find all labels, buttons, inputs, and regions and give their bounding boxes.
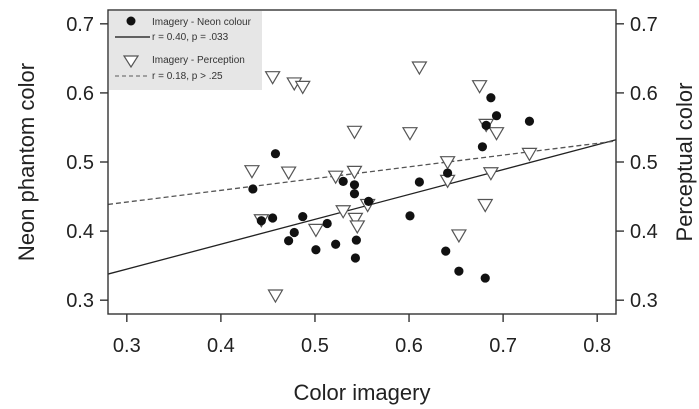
point-perception <box>521 147 538 162</box>
point-perception <box>280 166 297 181</box>
point-neon-colour <box>349 180 360 190</box>
x-tick-label: 0.3 <box>113 335 141 357</box>
point-perception <box>471 80 488 94</box>
point-neon-colour <box>477 142 488 152</box>
point-neon-colour <box>298 211 308 222</box>
x-tick-label: 0.8 <box>583 335 611 357</box>
point-perception <box>349 220 366 235</box>
point-perception <box>335 205 352 219</box>
point-neon-colour <box>338 176 348 186</box>
point-perception <box>439 156 456 170</box>
point-neon-colour <box>441 246 451 256</box>
point-neon-colour <box>349 189 360 199</box>
point-neon-colour <box>363 196 374 206</box>
legend: Imagery - Neon colour r = 0.40, p = .033… <box>109 11 262 90</box>
point-neon-colour <box>322 218 332 229</box>
point-perception <box>327 170 344 185</box>
x-axis-title: Color imagery <box>294 380 431 405</box>
point-neon-colour <box>289 227 299 238</box>
y2-tick-label: 0.4 <box>630 221 658 243</box>
point-neon-colour <box>454 266 464 276</box>
point-neon-colour <box>351 235 361 245</box>
legend-label-neon-colour: Imagery - Neon colour <box>152 17 252 28</box>
point-perception <box>482 167 499 181</box>
x-tick-label: 0.7 <box>489 335 517 357</box>
point-neon-colour <box>256 216 266 226</box>
point-perception <box>488 127 505 141</box>
x-tick-label: 0.4 <box>207 335 235 357</box>
point-perception <box>401 127 419 141</box>
point-neon-colour <box>405 211 415 221</box>
y2-tick-label: 0.5 <box>630 152 658 174</box>
x-tick-label: 0.5 <box>301 335 329 357</box>
point-neon-colour <box>443 168 453 178</box>
y-axis-title-left: Neon phantom color <box>14 63 39 261</box>
point-perception <box>294 80 311 95</box>
point-perception <box>477 198 494 213</box>
point-neon-colour <box>268 213 278 223</box>
y2-tick-label: 0.6 <box>630 83 658 105</box>
point-neon-colour <box>524 116 535 126</box>
point-perception <box>346 165 363 180</box>
point-perception <box>346 125 363 140</box>
y2-tick-label: 0.7 <box>630 14 658 36</box>
legend-stats-neon-colour: r = 0.40, p = .033 <box>152 32 229 43</box>
point-neon-colour <box>270 149 281 159</box>
y-axis-left: 0.3 0.4 0.5 0.6 0.7 <box>66 14 108 312</box>
legend-marker-triangle-down-icon <box>122 55 140 69</box>
point-perception <box>267 289 284 304</box>
point-neon-colour <box>486 93 496 103</box>
legend-box <box>109 11 262 90</box>
fit-line-neon-colour <box>107 139 617 275</box>
point-neon-colour <box>480 273 490 283</box>
data-points <box>243 61 538 304</box>
legend-label-perception: Imagery - Perception <box>152 55 245 66</box>
point-neon-colour <box>414 177 424 187</box>
y-tick-label: 0.5 <box>66 152 94 174</box>
point-perception <box>307 223 324 238</box>
point-neon-colour <box>248 184 258 194</box>
x-axis: 0.3 0.4 0.5 0.6 0.7 0.8 <box>113 314 611 357</box>
point-neon-colour <box>284 236 294 246</box>
y2-tick-label: 0.3 <box>630 290 658 312</box>
point-perception <box>450 229 467 244</box>
point-perception <box>264 71 281 85</box>
point-neon-colour <box>311 245 321 255</box>
point-neon-colour <box>491 111 502 121</box>
point-neon-colour <box>481 120 491 130</box>
legend-stats-perception: r = 0.18, p > .25 <box>152 71 223 82</box>
y-tick-label: 0.7 <box>66 14 94 36</box>
y-tick-label: 0.3 <box>66 290 94 312</box>
x-tick-label: 0.6 <box>395 335 423 357</box>
point-perception <box>411 61 428 76</box>
point-neon-colour <box>350 253 361 263</box>
legend-marker-filled-circle-icon <box>126 16 136 26</box>
y-tick-label: 0.6 <box>66 83 94 105</box>
y-tick-label: 0.4 <box>66 221 94 243</box>
y-axis-title-right: Perceptual color <box>672 83 697 242</box>
y-axis-right: 0.3 0.4 0.5 0.6 0.7 <box>616 14 658 312</box>
point-perception <box>243 165 260 179</box>
point-neon-colour <box>331 239 341 249</box>
point-perception <box>347 212 364 227</box>
